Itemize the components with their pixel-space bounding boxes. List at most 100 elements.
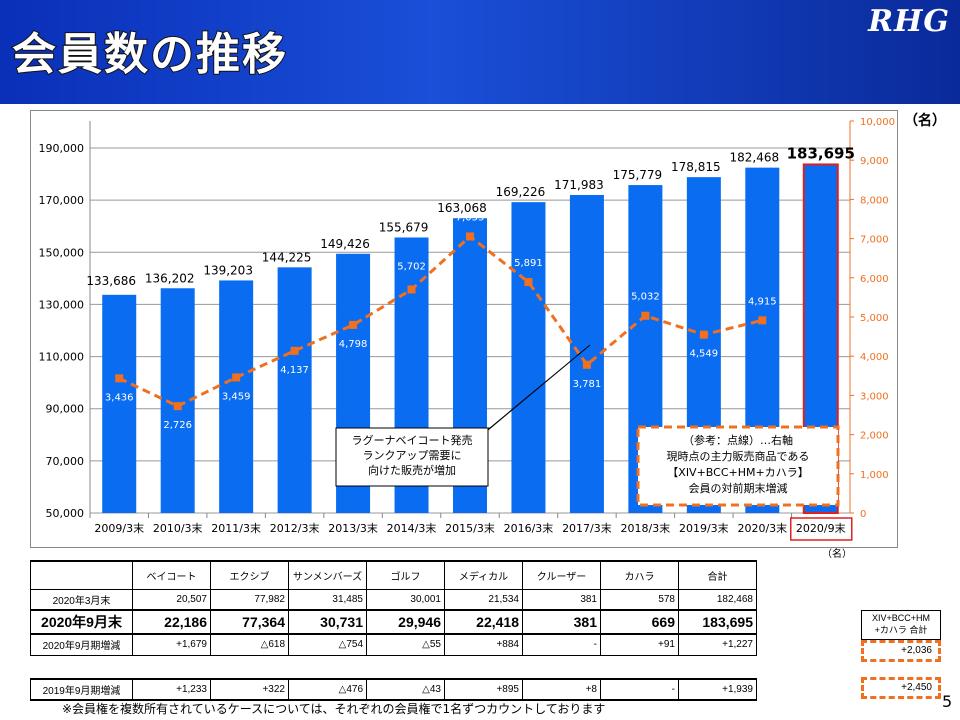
right-tick-label: 1,000 — [860, 470, 889, 481]
left-tick-label: 130,000 — [39, 298, 85, 311]
table-2019-row: 2019年9月期増減 +1,233 +322 △476 △43 +895 +8- +1,939 — [30, 678, 757, 701]
line-value-label: 3,459 — [222, 391, 251, 402]
table-cell: +884 — [444, 633, 523, 656]
table-cell: 578 — [600, 588, 679, 611]
line-value-label: 5,702 — [397, 261, 426, 272]
table-cell: 2020年9月末 — [30, 609, 133, 635]
line-value-label: 2,726 — [163, 420, 192, 431]
line-point — [582, 360, 591, 369]
category-label: 2009/3末 — [94, 521, 144, 535]
right-tick-label: 2,000 — [860, 431, 889, 442]
category-label: 2016/3末 — [504, 521, 554, 535]
note-text: 現時点の主力販売商品である — [667, 449, 810, 463]
table-row: 2020年9月末 22,186 77,364 30,731 29,946 22,418 38… — [30, 609, 757, 635]
table-cell: +322 — [210, 678, 289, 701]
table-cell: 669 — [600, 609, 679, 635]
table-cell: 2020年3月末 — [30, 588, 133, 611]
left-tick-label: 90,000 — [46, 403, 85, 416]
category-label: 2012/3末 — [270, 521, 320, 535]
right-tick-label: 3,000 — [860, 391, 889, 402]
company-logo: RHG — [868, 4, 950, 39]
table-cell: 182,468 — [678, 588, 757, 611]
line-point — [699, 330, 708, 339]
table-cell: 30,731 — [288, 609, 367, 635]
table-cell: +1,227 — [678, 633, 757, 656]
page-title: 会員数の推移 — [11, 28, 288, 81]
table-cell: クルーザー — [522, 560, 601, 590]
line-point — [173, 402, 182, 411]
category-label: 2017/3末 — [562, 521, 612, 535]
line-value-label: 3,436 — [105, 392, 134, 403]
table-cell: 381 — [522, 588, 601, 611]
table-cell: +895 — [444, 678, 523, 701]
side-total-2019: +2,450 — [861, 677, 941, 699]
line-value-label: 4,798 — [339, 339, 368, 350]
table-cell: 22,186 — [132, 609, 211, 635]
table-cell: +1,939 — [678, 678, 757, 701]
line-value-label: 3,781 — [573, 379, 602, 390]
bar — [102, 294, 137, 513]
note-box — [636, 425, 840, 507]
table-cell: ベイコート — [132, 560, 211, 590]
left-tick-label: 190,000 — [39, 142, 85, 155]
callout-text: 向けた販売が増加 — [368, 463, 456, 477]
note-text: （参考：点線）…右軸 — [683, 433, 793, 447]
bar-value-label: 136,202 — [145, 271, 195, 285]
line-point — [524, 278, 533, 287]
right-tick-label: 7,000 — [860, 235, 889, 246]
table-row: 2020年9月期増減 +1,679 △618 △754 △55 +884- +91 +1,22… — [30, 633, 757, 656]
right-tick-label: 10,000 — [860, 117, 895, 128]
table-row: 2019年9月期増減 +1,233 +322 △476 △43 +895 +8- +1,939 — [30, 678, 757, 701]
table-cell: ゴルフ — [366, 560, 445, 590]
table-cell: 31,485 — [288, 588, 367, 611]
chart-frame — [30, 110, 898, 548]
left-tick-label: 150,000 — [39, 246, 85, 259]
table-cell: 22,418 — [444, 609, 523, 635]
callout-box — [335, 427, 489, 487]
line-value-label: 4,915 — [748, 296, 777, 307]
bar-value-label: 149,426 — [320, 237, 370, 251]
bar — [569, 194, 604, 513]
membership-chart: 50,000 70,000 90,000 110,000 130,000 150,000 1… — [39, 117, 895, 541]
table-cell: 77,364 — [210, 609, 289, 635]
table-cell: +1,679 — [132, 633, 211, 656]
bar — [277, 267, 312, 513]
line-point — [758, 316, 767, 325]
category-label: 2020/9末 — [796, 521, 846, 535]
table-unit: （名） — [822, 549, 852, 560]
bar-value-label: 133,686 — [86, 274, 136, 288]
callout-text: ランクアップ需要に — [363, 449, 462, 462]
table-cell — [30, 560, 133, 590]
right-tick-label: 8,000 — [860, 195, 889, 206]
membership-table: ベイコート エクシブ サンメンバーズ ゴルフ メディカル クルーザー カハラ 合計 2020年3… — [30, 560, 757, 656]
bar-value-label: 171,983 — [554, 178, 604, 192]
category-label: 2010/3末 — [153, 521, 203, 535]
right-tick-label: 4,000 — [860, 352, 889, 363]
bar-value-label: 155,679 — [379, 220, 429, 234]
category-label: 2015/3末 — [445, 521, 495, 535]
line-series — [118, 234, 763, 408]
table-cell: 合計 — [678, 560, 757, 590]
table-cell: 2020年9月期増減 — [30, 633, 133, 656]
bar-value-label: 169,226 — [496, 185, 546, 199]
table-cell: 30,001 — [366, 588, 445, 611]
left-tick-label: 70,000 — [46, 455, 85, 468]
table-cell: △476 — [288, 678, 367, 701]
line-point — [407, 285, 416, 294]
line-point — [641, 311, 650, 320]
line-point — [232, 373, 241, 382]
category-label: 2018/3末 — [621, 521, 671, 535]
line-value-label: 4,137 — [280, 365, 309, 376]
footnote: ※会員権を複数所有されているケースについては、それぞれの会員権で1名ずつカウント… — [62, 702, 606, 716]
right-axis-unit: （名） — [904, 113, 946, 129]
note-text: 会員の対前期末増減 — [689, 481, 788, 495]
note-text: 【XIV+BCC+HM+カハラ】 — [667, 466, 808, 479]
table-cell: 183,695 — [678, 609, 757, 635]
highlight-box — [790, 517, 853, 541]
table-cell: 77,982 — [210, 588, 289, 611]
category-label: 2011/3末 — [211, 521, 261, 535]
table-cell: 381 — [522, 609, 601, 635]
table-cell: 29,946 — [366, 609, 445, 635]
left-tick-label: 170,000 — [39, 194, 85, 207]
table-row: 2020年3月末 20,507 77,982 31,485 30,001 21,534 38… — [30, 588, 757, 611]
